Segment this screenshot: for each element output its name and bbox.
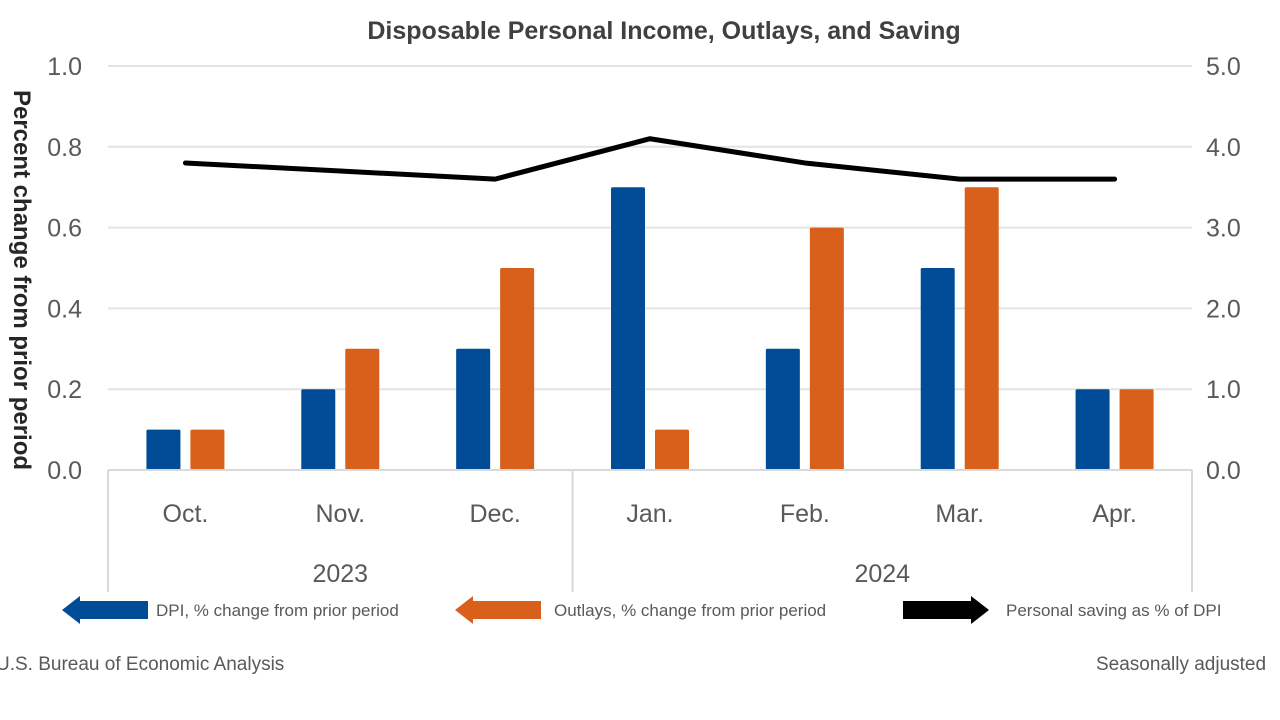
y-axis-ticks: 0.0 0.2 0.4 0.6 0.8 1.0 <box>47 53 82 485</box>
y2-tick-label: 4.0 <box>1206 134 1241 162</box>
chart-title: Disposable Personal Income, Outlays, and… <box>367 17 960 45</box>
y-tick-label: 1.0 <box>47 53 82 81</box>
y-tick-label: 0.4 <box>47 295 82 323</box>
x-tick-label: Jan. <box>626 500 673 528</box>
y-tick-label: 0.8 <box>47 134 82 162</box>
y-tick-label: 0.0 <box>47 457 82 485</box>
legend-item: DPI, % change from prior period <box>62 596 399 624</box>
y-tick-label: 0.2 <box>47 376 82 404</box>
arrow-left-icon <box>62 596 148 624</box>
y2-axis-ticks: 0.0 1.0 2.0 3.0 4.0 5.0 <box>1206 53 1241 485</box>
x-group-label: 2023 <box>312 560 368 588</box>
bar-dpi <box>1075 389 1110 470</box>
x-tick-label: Dec. <box>469 500 520 528</box>
gridlines <box>108 65 1192 471</box>
source-note: U.S. Bureau of Economic Analysis <box>0 654 284 675</box>
bar-dpi <box>611 187 645 470</box>
y2-tick-label: 5.0 <box>1206 53 1241 81</box>
legend-label: Outlays, % change from prior period <box>554 601 826 620</box>
x-tick-label: Oct. <box>163 500 209 528</box>
x-tick-label: Apr. <box>1092 500 1136 528</box>
y2-tick-label: 0.0 <box>1206 457 1241 485</box>
x-axis: Oct. Nov. Dec. Jan. Feb. Mar. Apr. 2023 2024 <box>107 469 1193 592</box>
bar-outlays <box>655 429 689 470</box>
bar-dpi <box>765 348 800 470</box>
y-axis-label: Percent change from prior period <box>8 90 35 470</box>
y2-tick-label: 3.0 <box>1206 215 1241 243</box>
legend-item: Personal saving as % of DPI <box>903 596 1221 624</box>
legend-item: Outlays, % change from prior period <box>455 596 826 624</box>
x-tick-label: Mar. <box>935 500 984 528</box>
x-group-label: 2024 <box>854 560 910 588</box>
legend: DPI, % change from prior period Outlays, … <box>62 596 1221 624</box>
arrow-left-icon <box>455 596 541 624</box>
x-tick-label: Feb. <box>780 500 830 528</box>
saving-line <box>182 136 1118 182</box>
bars <box>146 187 1154 470</box>
y2-tick-label: 1.0 <box>1206 376 1241 404</box>
saving-line-path <box>182 136 1118 182</box>
y-tick-label: 0.6 <box>47 215 82 243</box>
bar-outlays <box>500 268 535 470</box>
bar-outlays <box>964 187 999 470</box>
bar-dpi <box>456 348 491 470</box>
bar-outlays <box>190 429 225 470</box>
bar-outlays <box>345 348 380 470</box>
legend-label: DPI, % change from prior period <box>156 601 399 620</box>
x-tick-label: Nov. <box>316 500 366 528</box>
legend-label: Personal saving as % of DPI <box>1006 601 1221 620</box>
bar-outlays <box>809 227 844 470</box>
bar-dpi <box>301 389 336 470</box>
y2-tick-label: 2.0 <box>1206 295 1241 323</box>
seasonal-note: Seasonally adjusted <box>1096 654 1266 675</box>
bar-outlays <box>1119 389 1154 470</box>
bar-dpi <box>920 268 955 470</box>
arrow-right-icon <box>903 596 989 624</box>
bar-dpi <box>146 429 181 470</box>
